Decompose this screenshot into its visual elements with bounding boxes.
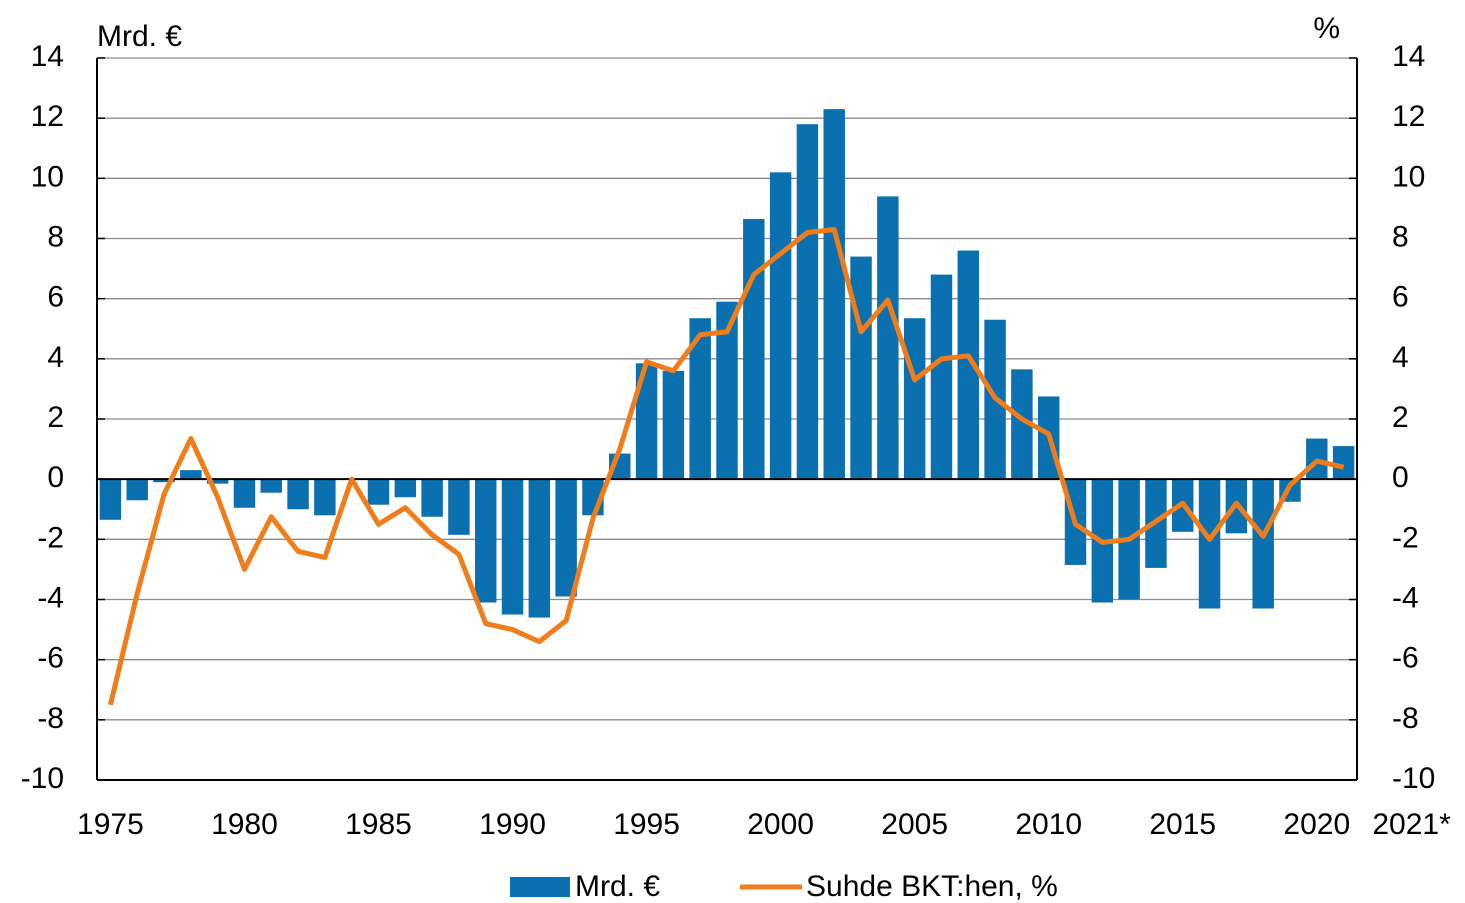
y2-tick-label: -4	[1392, 581, 1419, 614]
y2-tick-label: 0	[1392, 461, 1409, 494]
y-tick-label: 2	[47, 401, 64, 434]
bar	[287, 479, 309, 510]
x-tick-label: 2021*	[1372, 808, 1451, 841]
y2-tick-label: 14	[1392, 40, 1425, 73]
bar	[260, 479, 282, 493]
bar	[528, 479, 551, 618]
y2-tick-label: 2	[1392, 401, 1409, 434]
bar	[716, 301, 738, 480]
bar	[930, 274, 953, 480]
bar	[903, 318, 926, 480]
bar	[475, 479, 497, 603]
x-tick-label: 2015	[1149, 808, 1216, 841]
bar	[206, 479, 229, 484]
x-tick-label: 1975	[77, 808, 144, 841]
y-tick-label: -6	[37, 642, 64, 675]
y-tick-label: -8	[37, 702, 64, 735]
y-tick-label: -10	[21, 762, 64, 795]
bar	[314, 479, 336, 516]
bar	[635, 363, 658, 480]
y-axis-title: Mrd. €	[97, 20, 182, 53]
legend-label: Suhde BKT:hen, %	[806, 870, 1058, 903]
x-tick-label: 2020	[1283, 808, 1350, 841]
bar	[367, 479, 390, 505]
bar	[180, 470, 202, 480]
bar	[796, 124, 819, 480]
x-tick-label: 1980	[211, 808, 278, 841]
y-tick-label: 4	[47, 341, 64, 374]
x-tick-label: 2010	[1015, 808, 1082, 841]
y2-tick-label: 4	[1392, 341, 1409, 374]
bar	[689, 318, 711, 480]
bar	[126, 479, 148, 501]
y-tick-label: -2	[37, 521, 64, 554]
y2-tick-label: -6	[1392, 642, 1419, 675]
bar	[233, 479, 256, 508]
x-tick-label: 2005	[881, 808, 948, 841]
y2-tick-label: 8	[1392, 220, 1409, 253]
y-tick-label: 10	[31, 160, 64, 193]
y-tick-label: -4	[37, 581, 64, 614]
bar	[1332, 446, 1355, 480]
bar	[662, 370, 685, 480]
y2-tick-label: -10	[1392, 762, 1435, 795]
y-tick-label: 0	[47, 461, 64, 494]
bar	[99, 479, 122, 520]
x-tick-label: 1995	[613, 808, 680, 841]
bar	[1011, 369, 1033, 480]
bar	[850, 256, 872, 480]
y2-tick-label: 10	[1392, 160, 1425, 193]
y2-tick-label: 6	[1392, 281, 1409, 314]
bar	[769, 172, 792, 480]
x-tick-label: 1985	[345, 808, 412, 841]
x-tick-label: 1990	[479, 808, 546, 841]
y2-axis-title: %	[1313, 12, 1340, 45]
y2-tick-label: 12	[1392, 100, 1425, 133]
x-tick-label: 2000	[747, 808, 814, 841]
bar	[877, 196, 899, 480]
y-tick-label: 6	[47, 281, 64, 314]
legend-label: Mrd. €	[575, 870, 660, 903]
y2-tick-label: -2	[1392, 521, 1419, 554]
bar	[957, 250, 979, 480]
bar	[823, 109, 845, 480]
bar	[421, 479, 443, 517]
bar	[743, 218, 765, 480]
bar	[501, 479, 524, 615]
y2-tick-label: -8	[1392, 702, 1419, 735]
y-tick-label: 12	[31, 100, 64, 133]
bar	[1198, 479, 1221, 609]
bar	[555, 479, 577, 597]
bar	[1252, 479, 1274, 609]
bar	[448, 479, 470, 535]
legend-swatch	[510, 877, 570, 897]
bar	[394, 479, 417, 498]
y-tick-label: 8	[47, 220, 64, 253]
y-tick-label: 14	[31, 40, 64, 73]
line	[107, 226, 1345, 706]
bar	[153, 479, 175, 483]
